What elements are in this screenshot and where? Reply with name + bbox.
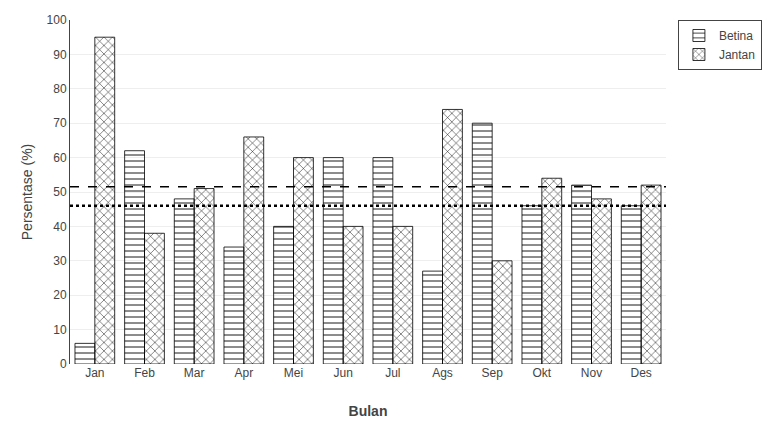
svg-text:Okt: Okt: [532, 366, 551, 380]
svg-text:50: 50: [53, 185, 67, 199]
svg-text:90: 90: [53, 48, 67, 62]
svg-text:40: 40: [53, 220, 67, 234]
svg-text:Ags: Ags: [432, 366, 453, 380]
svg-text:Apr: Apr: [234, 366, 253, 380]
svg-text:70: 70: [53, 116, 67, 130]
svg-text:Mei: Mei: [284, 366, 303, 380]
svg-text:20: 20: [53, 288, 67, 302]
svg-text:Sep: Sep: [481, 366, 503, 380]
svg-text:30: 30: [53, 254, 67, 268]
svg-text:0: 0: [60, 357, 67, 371]
svg-text:Nov: Nov: [581, 366, 602, 380]
svg-text:60: 60: [53, 151, 67, 165]
svg-text:10: 10: [53, 323, 67, 337]
svg-text:Persentase (%): Persentase (%): [19, 144, 35, 240]
svg-text:Mar: Mar: [184, 366, 205, 380]
svg-text:Betina: Betina: [719, 29, 753, 43]
svg-text:Jantan: Jantan: [719, 48, 755, 62]
svg-text:Jan: Jan: [85, 366, 104, 380]
svg-text:100: 100: [47, 13, 67, 27]
svg-text:80: 80: [53, 82, 67, 96]
svg-text:Jun: Jun: [333, 366, 352, 380]
svg-text:Feb: Feb: [134, 366, 155, 380]
svg-text:Des: Des: [630, 366, 651, 380]
svg-text:Jul: Jul: [385, 366, 400, 380]
svg-text:Bulan: Bulan: [349, 403, 388, 419]
